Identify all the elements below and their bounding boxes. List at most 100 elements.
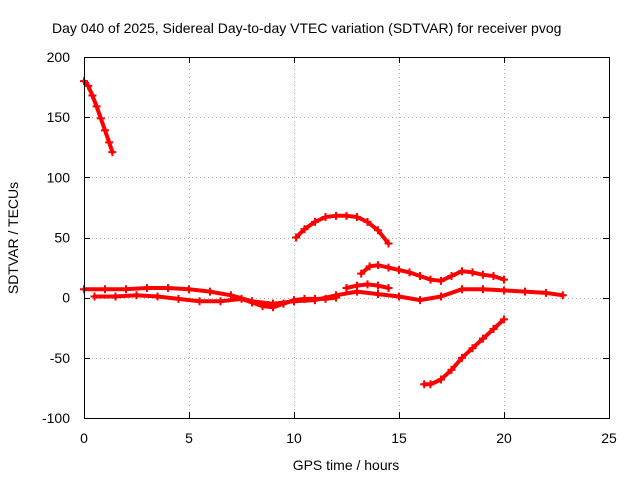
data-point-marker xyxy=(458,353,466,362)
data-point-marker xyxy=(558,291,567,300)
data-point-marker xyxy=(405,268,414,277)
data-point-marker xyxy=(395,292,403,301)
data-point-marker xyxy=(353,281,361,290)
y-tick-label: 100 xyxy=(47,169,71,185)
data-point-marker xyxy=(416,296,424,305)
data-point-marker xyxy=(342,284,351,293)
x-tick-label: 25 xyxy=(601,430,617,446)
data-point-marker xyxy=(489,324,498,333)
data-point-marker xyxy=(237,294,246,303)
data-point-marker xyxy=(185,285,193,294)
data-point-marker xyxy=(374,290,382,299)
data-point-marker xyxy=(395,265,403,274)
data-point-marker xyxy=(269,303,277,312)
data-point-marker xyxy=(521,287,529,296)
data-point-marker xyxy=(353,213,361,222)
data-point-marker xyxy=(500,286,508,295)
x-axis-label: GPS time / hours xyxy=(293,457,400,473)
data-point-marker xyxy=(279,299,288,308)
series-track-1 xyxy=(80,77,117,157)
x-tick-label: 10 xyxy=(286,430,302,446)
data-point-marker xyxy=(458,285,466,294)
series-line xyxy=(92,293,338,310)
x-tick-label: 15 xyxy=(391,430,407,446)
data-point-marker xyxy=(363,217,372,226)
data-point-marker xyxy=(108,148,117,157)
y-tick-label: 200 xyxy=(47,49,71,65)
series-track-7 xyxy=(420,315,508,389)
y-tick-label: -50 xyxy=(50,350,70,366)
data-point-marker xyxy=(111,292,120,301)
data-point-marker xyxy=(458,267,466,276)
data-point-marker xyxy=(342,211,351,220)
data-point-marker xyxy=(479,334,487,343)
y-axis-label: SDTVAR / TECUs xyxy=(5,182,21,294)
x-tick-labels: 0 5 10 15 20 25 xyxy=(80,430,617,446)
data-point-marker xyxy=(384,263,393,272)
series-track-5 xyxy=(90,291,340,312)
data-point-marker xyxy=(206,287,214,296)
data-point-marker xyxy=(365,262,374,271)
data-point-marker xyxy=(437,292,445,301)
data-point-marker xyxy=(300,225,309,234)
x-tick-label: 20 xyxy=(496,430,512,446)
data-point-marker xyxy=(227,291,235,300)
data-point-marker xyxy=(374,281,382,290)
grid-lines xyxy=(84,57,609,418)
data-point-marker xyxy=(332,211,340,220)
y-tick-label: -100 xyxy=(42,410,70,426)
data-point-marker xyxy=(248,298,256,307)
data-series xyxy=(80,77,567,389)
data-point-marker xyxy=(311,217,319,226)
data-point-marker xyxy=(90,292,99,301)
chart-title: Day 040 of 2025, Sidereal Day-to-day VTE… xyxy=(52,20,561,36)
data-point-marker xyxy=(132,291,141,300)
series-track-6 xyxy=(342,280,393,293)
data-point-marker xyxy=(468,344,477,353)
data-point-marker xyxy=(468,268,477,277)
series-track-3 xyxy=(357,261,508,285)
data-point-marker xyxy=(374,226,382,235)
data-point-marker xyxy=(84,81,93,90)
data-point-marker xyxy=(216,297,225,306)
y-tick-label: 0 xyxy=(62,290,70,306)
data-point-marker xyxy=(258,302,267,311)
data-point-marker xyxy=(321,213,330,222)
data-point-marker xyxy=(500,315,508,324)
data-point-marker xyxy=(479,285,487,294)
data-point-marker xyxy=(332,293,340,302)
data-point-marker xyxy=(426,380,435,389)
data-point-marker xyxy=(290,296,298,305)
data-point-marker xyxy=(153,292,162,301)
data-point-marker xyxy=(88,91,97,100)
data-point-marker xyxy=(447,365,456,374)
data-point-marker xyxy=(437,276,445,285)
data-point-marker xyxy=(122,285,130,294)
data-point-marker xyxy=(374,261,382,270)
data-point-marker xyxy=(292,233,301,242)
data-point-marker xyxy=(363,280,372,289)
data-point-marker xyxy=(105,138,114,147)
data-point-marker xyxy=(92,102,101,111)
data-point-marker xyxy=(384,239,393,248)
data-point-marker xyxy=(426,275,435,284)
data-point-marker xyxy=(500,275,508,284)
data-point-marker xyxy=(101,285,109,294)
data-point-marker xyxy=(447,272,456,281)
data-point-marker xyxy=(101,126,109,135)
data-point-marker xyxy=(321,294,330,303)
data-point-marker xyxy=(437,375,445,384)
data-point-marker xyxy=(174,294,183,303)
x-tick-label: 5 xyxy=(185,430,193,446)
plot-frame xyxy=(84,57,610,419)
data-point-marker xyxy=(96,114,105,123)
data-point-marker xyxy=(416,272,424,281)
data-point-marker xyxy=(542,288,550,297)
data-point-marker xyxy=(300,294,309,303)
data-point-marker xyxy=(143,284,151,293)
y-tick-label: 150 xyxy=(47,109,71,125)
x-tick-label: 0 xyxy=(80,430,88,446)
data-point-marker xyxy=(164,284,172,293)
axis-ticks xyxy=(84,57,610,419)
